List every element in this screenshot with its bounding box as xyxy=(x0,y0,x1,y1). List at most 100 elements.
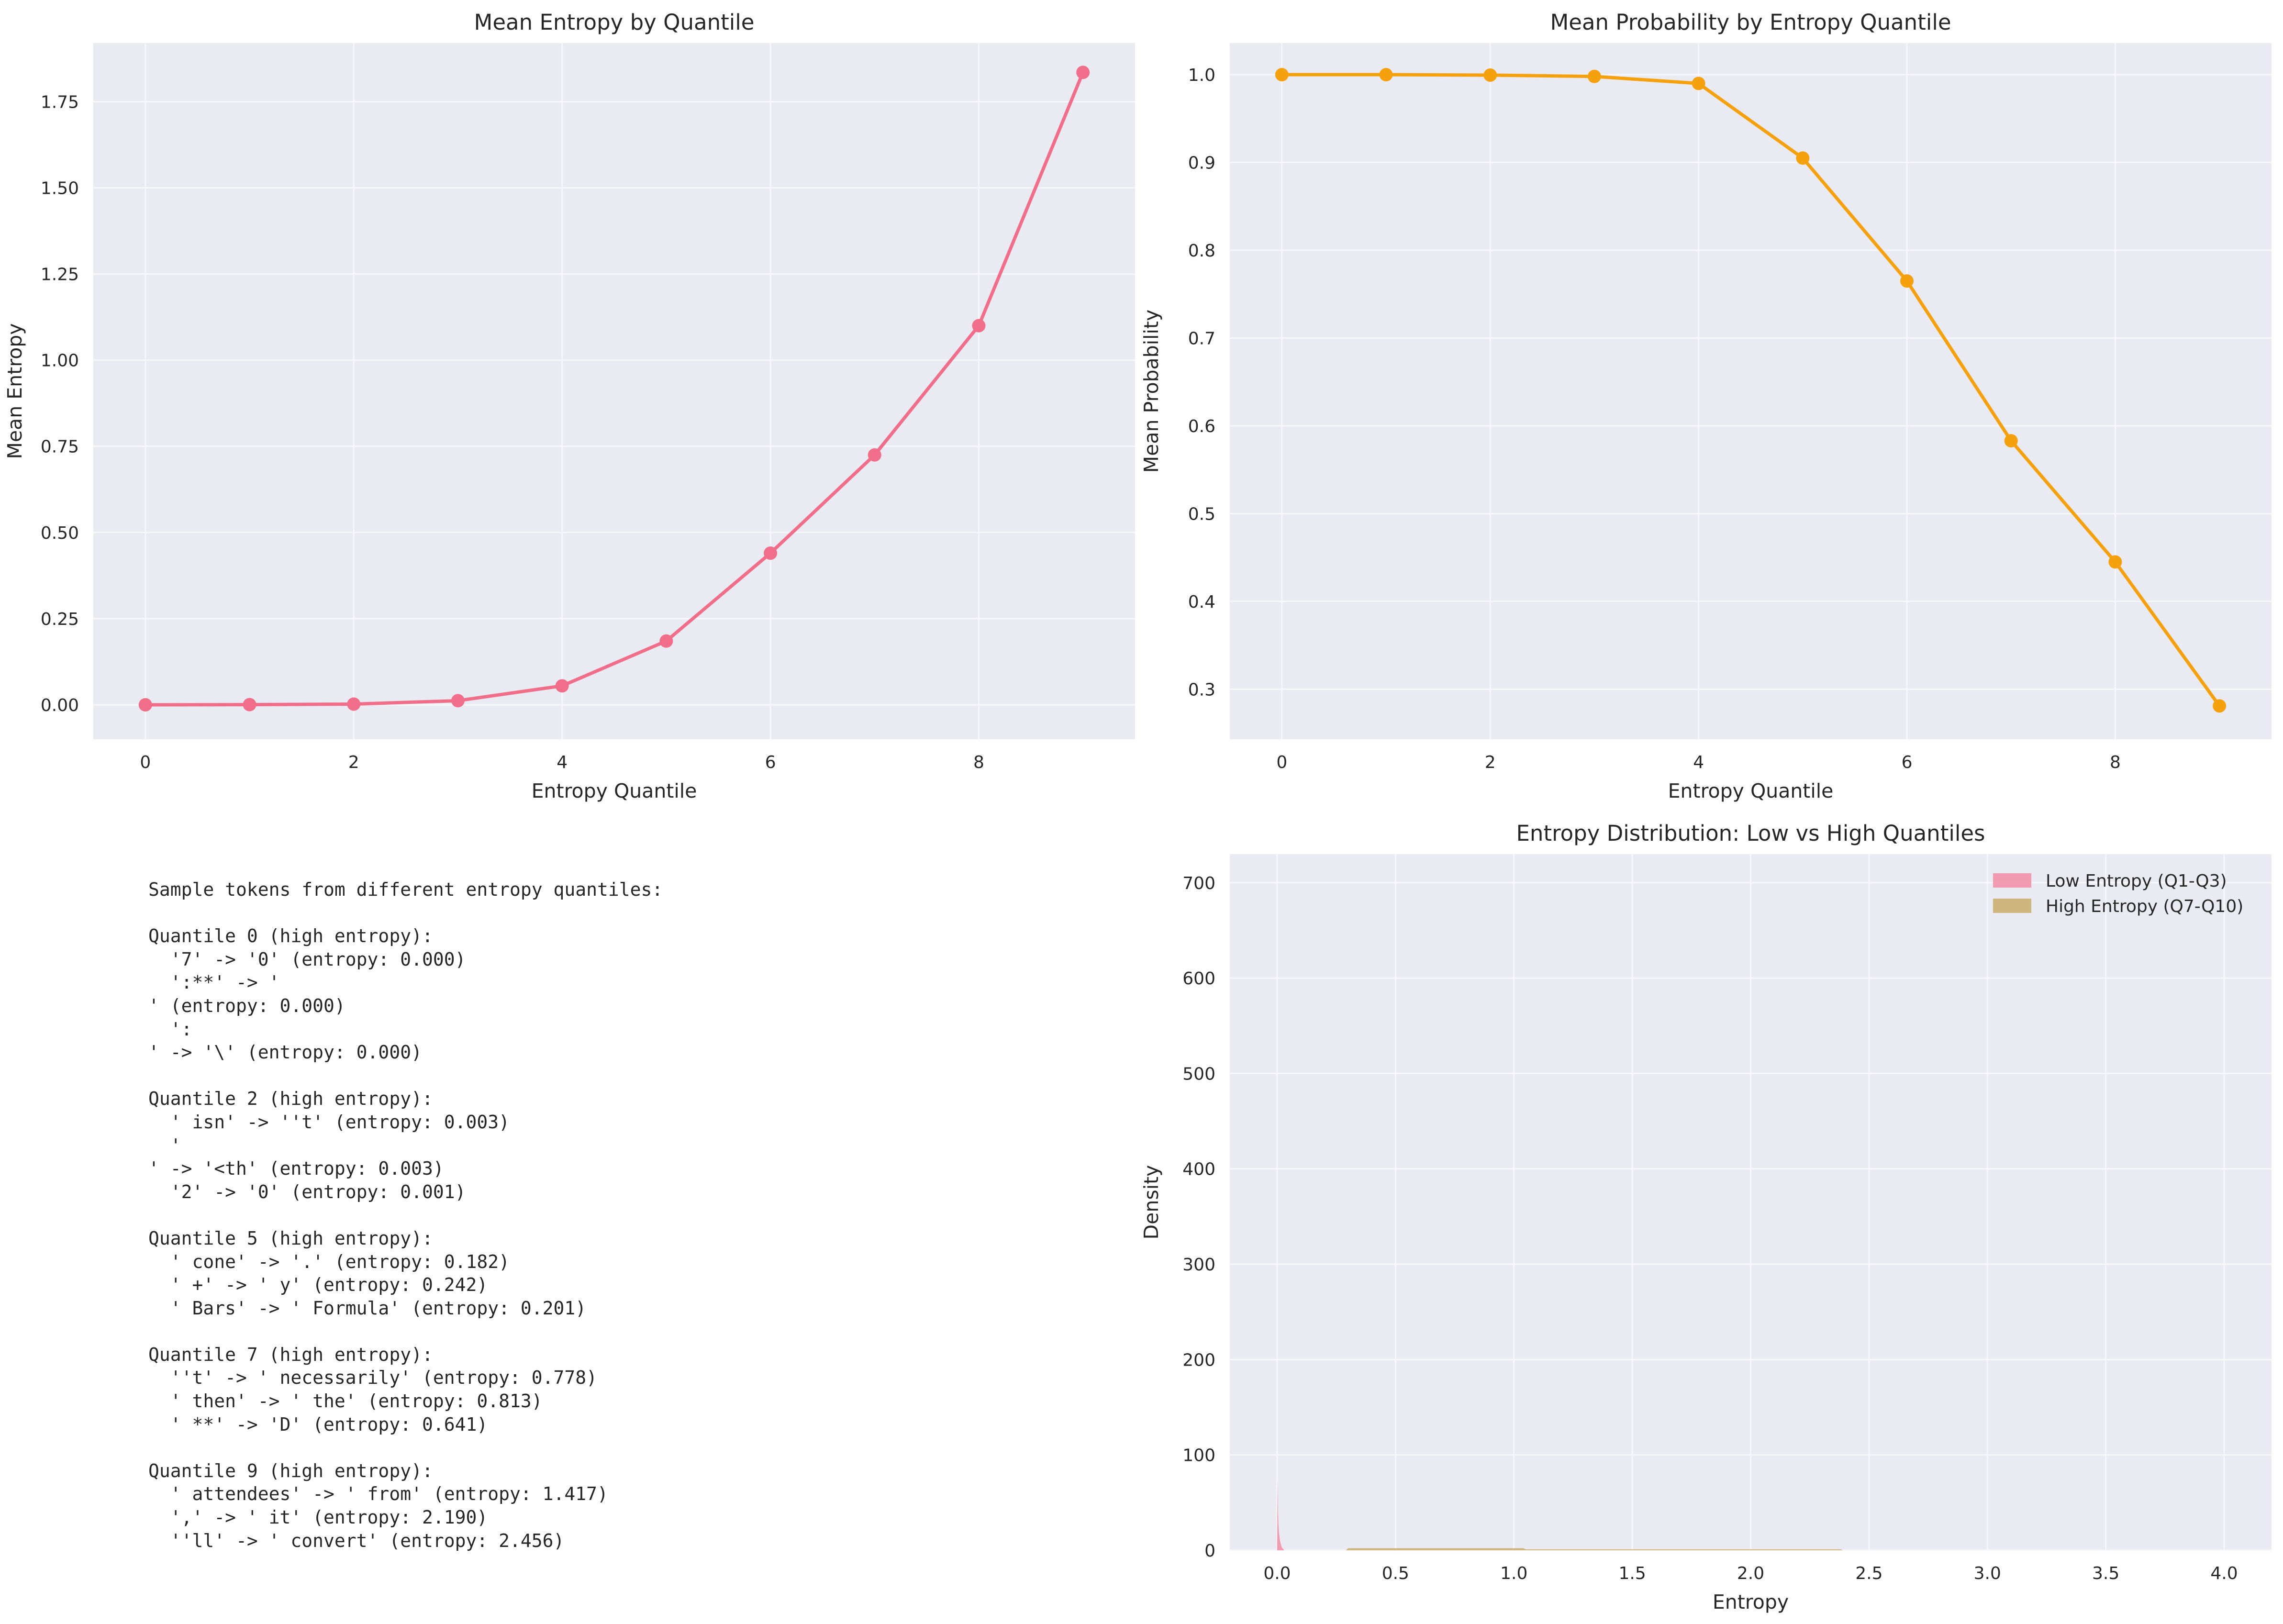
distribution-chart-y-tick-label: 200 xyxy=(1182,1350,1215,1370)
probability-chart-data-point xyxy=(1796,151,1810,165)
entropy-chart-y-tick-label: 1.00 xyxy=(41,351,79,371)
sample-line: ' xyxy=(148,1135,181,1156)
entropy-chart-y-tick-label: 0.75 xyxy=(41,437,79,457)
probability-chart-title: Mean Probability by Entropy Quantile xyxy=(1550,10,1951,35)
entropy-chart-x-axis-label: Entropy Quantile xyxy=(532,779,697,802)
probability-chart-data-point xyxy=(1275,68,1289,82)
entropy-chart: 0 2 4 6 8 0.00 0.25 0.50 0.75 1.00 1.25 1.50 1.75 Mea… xyxy=(3,10,1135,802)
distribution-chart-y-tick-label: 500 xyxy=(1182,1064,1215,1084)
sample-line: ' then' -> ' the' (entropy: 0.813) xyxy=(148,1390,543,1412)
sample-line: ''t' -> ' necessarily' (entropy: 0.778) xyxy=(148,1367,597,1389)
entropy-chart-x-tick-label: 4 xyxy=(557,753,568,772)
entropy-chart-x-tick-label: 6 xyxy=(765,753,776,772)
probability-chart-x-tick-label: 2 xyxy=(1485,753,1496,772)
distribution-chart-x-tick-label: 1.0 xyxy=(1500,1564,1527,1583)
entropy-chart-data-point xyxy=(138,698,152,712)
entropy-chart-data-point xyxy=(972,319,986,333)
distribution-chart-x-tick-label: 4.0 xyxy=(2210,1564,2238,1583)
entropy-chart-y-tick-label: 1.25 xyxy=(41,265,79,285)
sample-line: Quantile 2 (high entropy): xyxy=(148,1088,433,1110)
distribution-chart-x-tick-label: 3.5 xyxy=(2092,1564,2119,1583)
entropy-chart-data-point xyxy=(555,679,569,693)
sample-line: '7' -> '0' (entropy: 0.000) xyxy=(148,948,466,970)
sample-line: ' Bars' -> ' Formula' (entropy: 0.201) xyxy=(148,1297,587,1319)
sample-line: Quantile 5 (high entropy): xyxy=(148,1227,433,1249)
entropy-chart-x-tick-label: 2 xyxy=(348,753,359,772)
probability-chart-y-tick-label: 0.4 xyxy=(1188,592,1215,612)
distribution-chart-x-tick-label: 2.0 xyxy=(1737,1564,1764,1583)
sample-line: ' (entropy: 0.000) xyxy=(148,995,345,1016)
sample-line: ' attendees' -> ' from' (entropy: 1.417) xyxy=(148,1483,608,1505)
distribution-chart-title: Entropy Distribution: Low vs High Quanti… xyxy=(1516,821,1985,846)
sample-line: Quantile 9 (high entropy): xyxy=(148,1460,433,1481)
sample-line: '2' -> '0' (entropy: 0.001) xyxy=(148,1181,466,1202)
distribution-chart-x-tick-label: 0.0 xyxy=(1263,1564,1291,1583)
sample-line: Sample tokens from different entropy qua… xyxy=(148,879,663,900)
probability-chart-series-line xyxy=(1281,73,2221,707)
probability-chart-x-tick-label: 4 xyxy=(1693,753,1704,772)
entropy-chart-series-line xyxy=(145,71,1085,707)
entropy-chart-data-point xyxy=(868,448,881,462)
entropy-chart-data-point xyxy=(1076,66,1090,79)
distribution-chart-y-tick-label: 100 xyxy=(1182,1446,1215,1466)
probability-chart-x-tick-label: 6 xyxy=(1902,753,1913,772)
probability-chart-data-point xyxy=(1483,68,1497,82)
probability-chart-data-point xyxy=(2004,434,2018,448)
sample-line: ': xyxy=(148,1018,192,1040)
entropy-chart-data-point xyxy=(347,697,361,711)
distribution-chart-legend-swatch xyxy=(1993,899,2031,913)
distribution-chart-density-area xyxy=(1346,1548,1843,1550)
probability-chart-plot-area xyxy=(1230,43,2272,739)
probability-chart-data-point xyxy=(2108,555,2122,569)
distribution-chart: 0.0 0.5 1.0 1.5 2.0 2.5 3.0 3.5 4.0 0 100 200 300 400… xyxy=(1140,821,2272,1613)
distribution-chart-y-tick-label: 700 xyxy=(1182,874,1215,893)
sample-line: ' isn' -> ''t' (entropy: 0.003) xyxy=(148,1111,510,1133)
entropy-chart-data-point xyxy=(659,634,673,648)
entropy-chart-y-tick-label: 0.00 xyxy=(41,696,79,715)
probability-chart-x-tick-label: 0 xyxy=(1276,753,1287,772)
entropy-chart-y-tick-label: 1.50 xyxy=(41,179,79,199)
distribution-chart-legend-swatch xyxy=(1993,873,2031,888)
distribution-chart-legend-label: Low Entropy (Q1-Q3) xyxy=(2046,871,2227,891)
distribution-chart-x-tick-label: 0.5 xyxy=(1382,1564,1409,1583)
sample-line: Quantile 0 (high entropy): xyxy=(148,925,433,947)
entropy-chart-plot-area xyxy=(93,43,1135,739)
entropy-chart-data-point xyxy=(451,694,465,708)
entropy-chart-y-tick-label: 0.50 xyxy=(41,523,79,543)
distribution-chart-y-tick-label: 400 xyxy=(1182,1160,1215,1179)
sample-line: ' **' -> 'D' (entropy: 0.641) xyxy=(148,1413,488,1435)
probability-chart-y-tick-label: 0.5 xyxy=(1188,504,1215,524)
distribution-chart-x-tick-label: 2.5 xyxy=(1855,1564,1882,1583)
entropy-chart-y-axis-label: Mean Entropy xyxy=(3,323,26,459)
distribution-chart-y-tick-label: 300 xyxy=(1182,1255,1215,1275)
sample-line: ' cone' -> '.' (entropy: 0.182) xyxy=(148,1251,510,1272)
sample-line: ' -> '\' (entropy: 0.000) xyxy=(148,1042,422,1063)
entropy-chart-y-tick-label: 0.25 xyxy=(41,610,79,629)
distribution-chart-y-axis-label: Density xyxy=(1140,1165,1163,1240)
entropy-chart-data-point xyxy=(764,546,778,560)
probability-chart-y-tick-label: 0.7 xyxy=(1188,329,1215,348)
probability-chart: 0 2 4 6 8 0.3 0.4 0.5 0.6 0.7 0.8 0.9 1.0 Mean Probab… xyxy=(1140,10,2272,802)
probability-chart-data-point xyxy=(1692,77,1705,90)
probability-chart-data-point xyxy=(2213,699,2227,713)
probability-chart-y-axis-label: Mean Probability xyxy=(1140,310,1163,473)
sample-line: ':**' -> ' xyxy=(148,972,280,993)
sample-tokens-panel: Sample tokens from different entropy qua… xyxy=(148,878,663,1552)
sample-line: ' -> '<th' (entropy: 0.003) xyxy=(148,1158,444,1179)
distribution-chart-x-axis-label: Entropy xyxy=(1713,1591,1789,1613)
entropy-chart-x-tick-label: 0 xyxy=(140,753,151,772)
probability-chart-y-tick-label: 0.3 xyxy=(1188,680,1215,700)
probability-chart-data-point xyxy=(1587,69,1601,83)
sample-line: ',' -> ' it' (entropy: 2.190) xyxy=(148,1507,488,1528)
entropy-chart-data-point xyxy=(243,698,256,712)
probability-chart-data-point xyxy=(1900,274,1914,288)
entropy-chart-title: Mean Entropy by Quantile xyxy=(474,10,755,35)
distribution-chart-x-tick-label: 3.0 xyxy=(1974,1564,2001,1583)
probability-chart-x-axis-label: Entropy Quantile xyxy=(1668,779,1834,802)
distribution-chart-density-area xyxy=(1277,1479,1284,1550)
probability-chart-data-point xyxy=(1379,68,1393,82)
distribution-chart-x-tick-label: 1.5 xyxy=(1618,1564,1646,1583)
probability-chart-y-tick-label: 0.8 xyxy=(1188,241,1215,261)
entropy-chart-x-tick-label: 8 xyxy=(973,753,984,772)
